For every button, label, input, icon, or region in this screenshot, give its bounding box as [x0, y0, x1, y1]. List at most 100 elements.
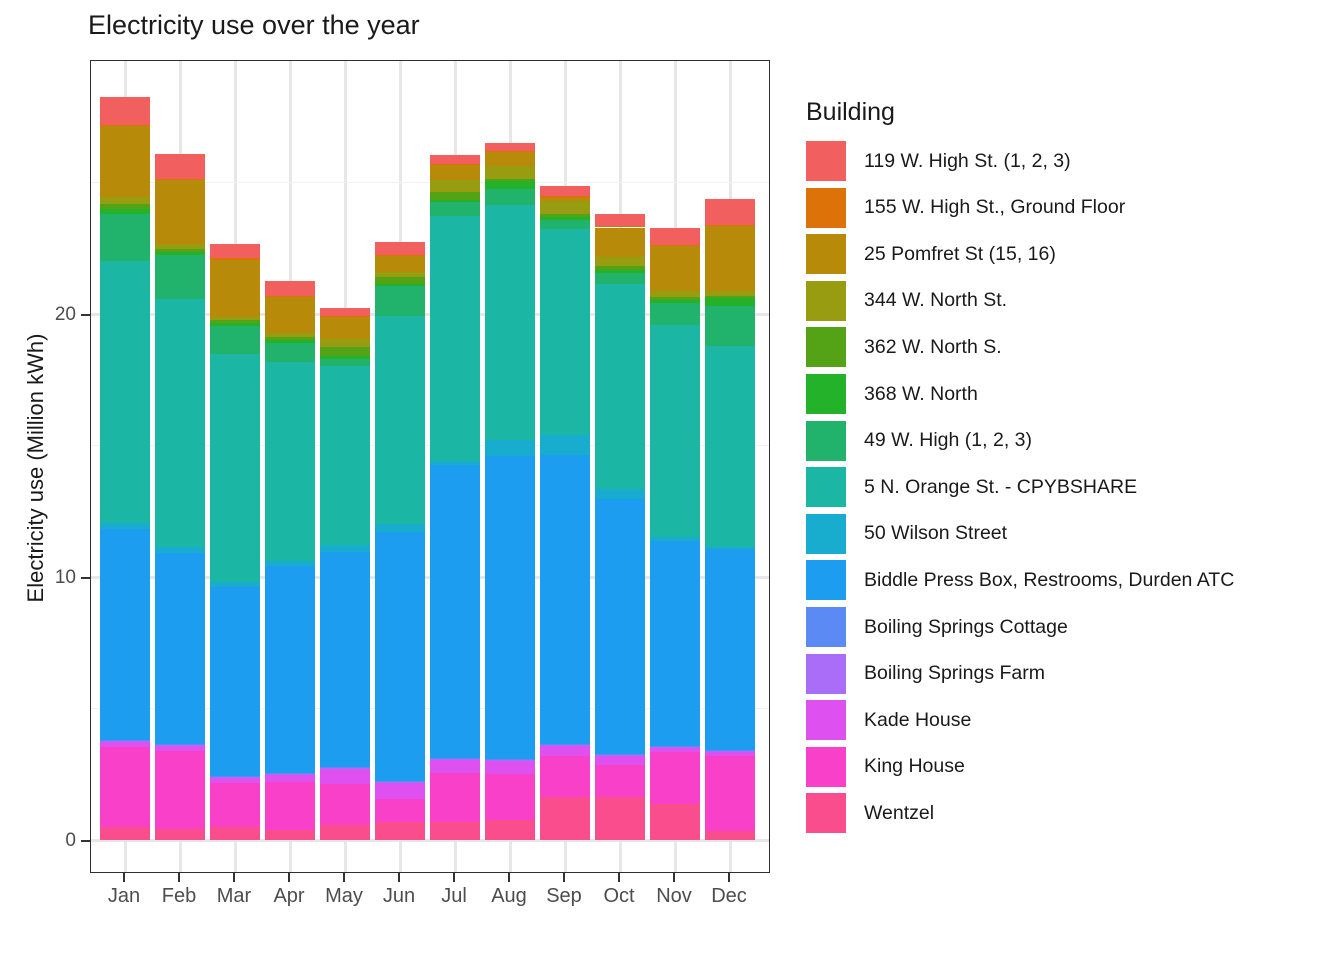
legend-item: 368 W. North — [806, 374, 978, 414]
x-axis-tick — [398, 873, 400, 882]
legend-swatch — [806, 560, 846, 601]
legend: Building 119 W. High St. (1, 2, 3) 155 W.… — [806, 98, 1234, 840]
legend-item: King House — [806, 746, 965, 787]
legend-swatch — [806, 653, 846, 694]
bar-segment — [430, 461, 480, 466]
bar-segment — [540, 229, 590, 436]
bar-segment — [540, 197, 590, 202]
x-axis-tick — [618, 873, 620, 882]
bar-segment — [155, 180, 205, 245]
x-axis-tick-label: Nov — [656, 885, 692, 907]
bar-segment — [430, 773, 480, 823]
bar-segment — [430, 759, 480, 761]
legend-swatch — [806, 746, 846, 787]
bar-segment — [100, 96, 150, 125]
bar-segment — [540, 213, 590, 218]
bar-segment — [485, 165, 535, 179]
bar-segment — [100, 741, 150, 743]
bar-segment — [210, 319, 260, 324]
legend-swatch — [806, 700, 846, 741]
bar-segment — [595, 214, 645, 227]
bar-segment — [375, 524, 425, 533]
bar-segment — [375, 799, 425, 823]
bar-segment — [320, 358, 370, 366]
bar-segment — [210, 258, 260, 260]
x-axis-tick — [728, 873, 730, 882]
legend-label: Boiling Springs Cottage — [864, 615, 1068, 638]
bar-segment — [265, 560, 315, 566]
bar-segment — [100, 214, 150, 262]
bar-segment — [265, 280, 315, 296]
y-axis-tick — [81, 314, 90, 316]
legend-swatch — [806, 234, 846, 275]
bar-segment — [485, 440, 535, 457]
y-axis-tick-label: 0 — [65, 830, 76, 851]
legend-item: 50 Wilson Street — [806, 513, 1008, 554]
bar-segment — [485, 761, 535, 774]
legend-label: Biddle Press Box, Restrooms, Durden ATC — [864, 568, 1235, 591]
gridline-major — [91, 838, 769, 842]
bar-segment — [540, 744, 590, 746]
bar-segment — [375, 782, 425, 784]
bar-segment — [650, 537, 700, 541]
x-axis-tick-label: Dec — [711, 885, 747, 907]
bar-segment — [100, 196, 150, 205]
bar-segment — [265, 782, 315, 831]
bar-segment — [100, 124, 150, 126]
x-axis-tick — [178, 873, 180, 882]
bar-segment — [210, 323, 260, 327]
bar-segment — [320, 355, 370, 359]
bar-segment — [705, 291, 755, 297]
bar-segment — [100, 261, 150, 524]
bar-segment — [265, 342, 315, 362]
legend-swatch — [806, 467, 846, 508]
x-axis-tick — [288, 873, 290, 882]
bar-segment — [100, 523, 150, 530]
bar-segment — [265, 361, 315, 561]
bar-segment — [540, 186, 590, 197]
bar-segment — [595, 765, 645, 798]
bar-segment — [595, 797, 645, 840]
bar-segment — [705, 751, 755, 753]
x-axis-tick — [453, 873, 455, 882]
bar-segment — [100, 529, 150, 741]
legend-item: 155 W. High St., Ground Floor — [806, 187, 1126, 228]
bar-segment — [485, 456, 535, 759]
bar-segment — [210, 354, 260, 583]
bar-segment — [705, 752, 755, 757]
bar-segment — [320, 825, 370, 840]
bar-segment — [650, 746, 700, 748]
x-axis-tick — [508, 873, 510, 882]
bar-segment — [210, 778, 260, 784]
bar-segment — [705, 226, 755, 292]
bar-segment — [705, 296, 755, 299]
bar-segment — [320, 552, 370, 767]
legend-label: 155 W. High St., Ground Floor — [864, 196, 1126, 219]
legend-label: 50 Wilson Street — [864, 522, 1008, 545]
bar-segment — [265, 337, 315, 341]
bar-segment — [705, 306, 755, 347]
bar-segment — [430, 758, 480, 760]
bar-segment — [155, 750, 205, 829]
bar-segment — [320, 365, 370, 545]
bar-segment — [430, 165, 480, 181]
legend-items: 119 W. High St. (1, 2, 3) 155 W. High St.… — [806, 141, 1234, 840]
legend-swatch — [806, 187, 846, 228]
bar-segment — [375, 272, 425, 278]
bar-segment — [375, 822, 425, 840]
bar-segment — [595, 754, 645, 756]
bar-segment — [705, 549, 755, 751]
bar-segment — [430, 180, 480, 193]
bar-segment — [540, 756, 590, 798]
legend-title: Building — [806, 98, 895, 126]
x-axis-tick-label: Feb — [161, 885, 197, 907]
legend-item: Boiling Springs Farm — [806, 653, 1045, 694]
bar-segment — [485, 142, 535, 151]
legend-swatch — [806, 280, 846, 321]
bar-segment — [595, 756, 645, 766]
bar-segment — [265, 295, 315, 298]
bar-segment — [320, 766, 370, 768]
bar-segment — [155, 546, 205, 553]
bar-segment — [650, 747, 700, 752]
